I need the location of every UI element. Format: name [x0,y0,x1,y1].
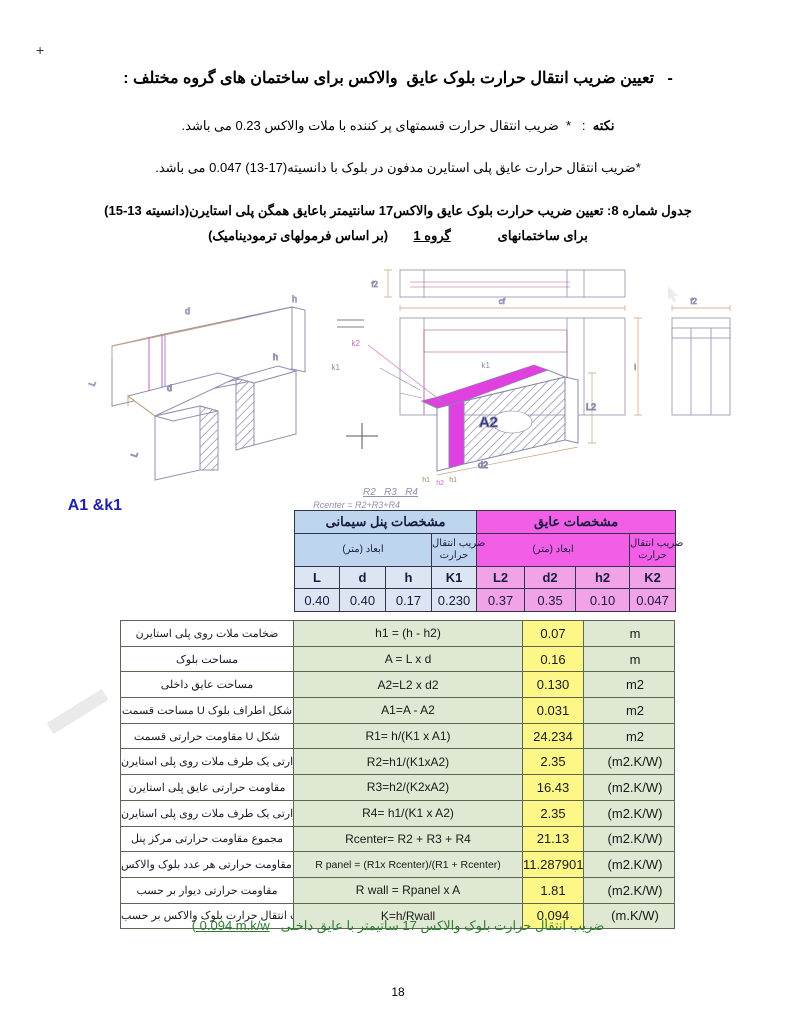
svg-text:L2: L2 [586,402,596,412]
svg-text:h1: h1 [422,477,430,484]
svg-text:L: L [129,450,140,458]
svg-text:h: h [292,294,297,304]
svg-text:d2: d2 [478,460,488,470]
svg-text:A2: A2 [479,414,498,431]
svg-text:d: d [167,383,172,393]
svg-text:f2: f2 [690,297,697,306]
svg-text:h: h [273,352,278,362]
svg-text:h1: h1 [449,477,457,484]
svg-text:L: L [87,379,98,387]
svg-text:A1 &k1: A1 &k1 [68,497,122,514]
svg-text:k1: k1 [332,363,341,372]
svg-text:l: l [634,363,636,372]
svg-text:Rcenter = R2+R3+R4: Rcenter = R2+R3+R4 [313,500,400,510]
svg-text:k2: k2 [352,339,361,348]
svg-text:k1: k1 [482,361,491,370]
svg-text:h2: h2 [436,480,444,487]
svg-text:d: d [185,306,190,316]
svg-text:R2 R3 R4: R2 R3 R4 [363,487,418,498]
svg-text:cf: cf [499,297,506,306]
svg-text:f2: f2 [371,280,378,289]
